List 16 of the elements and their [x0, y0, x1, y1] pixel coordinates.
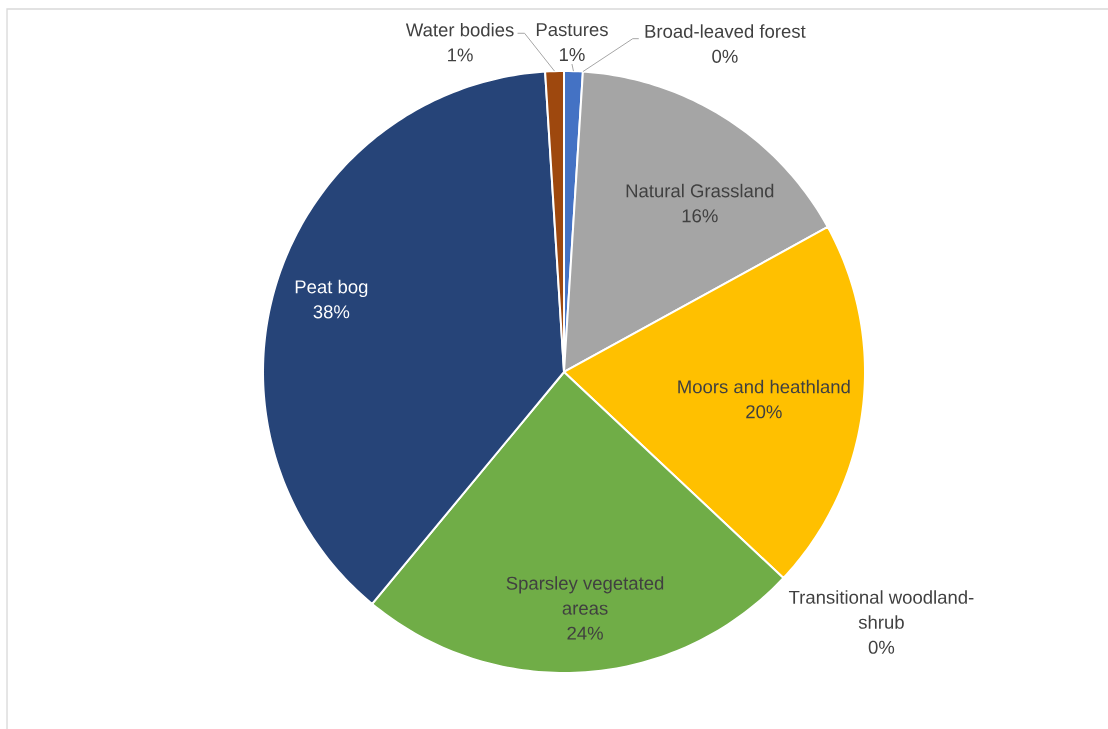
data-label: 1%: [559, 48, 585, 62]
text: 0%: [712, 49, 738, 63]
data-label: 38%: [313, 305, 350, 319]
slice-label: Water bodies: [405, 22, 514, 37]
slice-label: Natural Grassland: [626, 183, 774, 198]
category-label: Broad-leaved forest: [645, 24, 806, 38]
slice-label: Moors and heathland: [678, 379, 850, 394]
slice-label: Pastures: [536, 23, 608, 37]
data-label: 1%: [448, 48, 473, 62]
slice-label: Peat bog: [295, 279, 368, 298]
text: 0%: [868, 640, 895, 654]
data-label: 20%: [746, 405, 782, 419]
data-label: 24%: [567, 626, 603, 640]
category-label: Transitional woodland-shrub: [788, 590, 974, 629]
slice-label: Sparsley vegetated areas: [506, 576, 664, 615]
data-label: 16%: [682, 209, 718, 223]
